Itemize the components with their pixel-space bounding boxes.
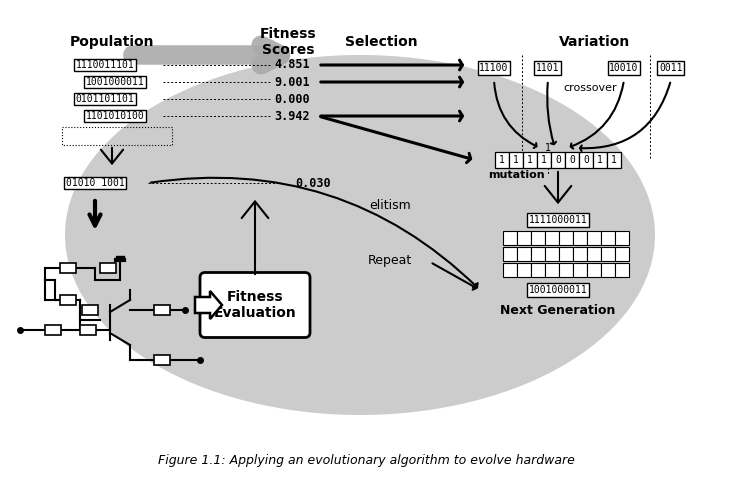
Bar — [531, 247, 545, 261]
Bar — [545, 263, 559, 277]
Ellipse shape — [65, 55, 655, 415]
Text: Selection: Selection — [345, 35, 417, 49]
Bar — [607, 152, 621, 168]
Text: 1111000011: 1111000011 — [529, 215, 587, 225]
Text: 1001000011: 1001000011 — [529, 285, 587, 295]
Text: 0101101101: 0101101101 — [75, 94, 135, 104]
Text: 0: 0 — [555, 155, 561, 165]
Bar — [573, 231, 587, 245]
Text: 11100: 11100 — [479, 63, 509, 73]
Bar — [587, 263, 601, 277]
Bar — [587, 247, 601, 261]
Bar — [615, 231, 629, 245]
Bar — [154, 305, 170, 315]
Text: Next Generation: Next Generation — [500, 303, 616, 317]
Text: Fitness
Scores: Fitness Scores — [260, 27, 316, 57]
Bar — [559, 263, 573, 277]
Bar — [601, 247, 615, 261]
Bar — [551, 152, 565, 168]
Bar — [601, 263, 615, 277]
Text: Repeat: Repeat — [368, 253, 412, 267]
Bar — [503, 231, 517, 245]
Bar — [100, 263, 116, 273]
Text: 01010 1001: 01010 1001 — [66, 178, 124, 188]
Text: 1: 1 — [545, 143, 551, 153]
Text: 0011: 0011 — [660, 63, 683, 73]
Bar — [615, 247, 629, 261]
Text: Figure 1.1: Applying an evolutionary algorithm to evolve hardware: Figure 1.1: Applying an evolutionary alg… — [157, 454, 575, 466]
Bar — [62, 127, 172, 145]
Bar — [537, 152, 551, 168]
Bar — [573, 263, 587, 277]
Text: Variation: Variation — [559, 35, 631, 49]
Bar — [573, 247, 587, 261]
FancyBboxPatch shape — [200, 272, 310, 338]
Text: 1101: 1101 — [537, 63, 560, 73]
Bar — [82, 305, 98, 315]
Text: 1001000011: 1001000011 — [86, 77, 144, 87]
Bar — [559, 231, 573, 245]
Bar — [565, 152, 579, 168]
Bar — [531, 263, 545, 277]
Text: 1: 1 — [499, 155, 505, 165]
Text: 0: 0 — [583, 155, 589, 165]
Text: Fitness
Evaluation: Fitness Evaluation — [214, 290, 296, 320]
Bar — [495, 152, 509, 168]
Bar — [615, 263, 629, 277]
Bar — [523, 152, 537, 168]
Text: elitism: elitism — [369, 198, 411, 212]
Text: 9.001: 9.001 — [274, 75, 310, 89]
Bar — [601, 231, 615, 245]
Bar — [80, 325, 96, 335]
Bar — [587, 231, 601, 245]
Text: 1: 1 — [527, 155, 533, 165]
Text: 1: 1 — [597, 155, 603, 165]
Text: 10010: 10010 — [609, 63, 639, 73]
Text: 1: 1 — [541, 155, 547, 165]
Text: 0.030: 0.030 — [295, 176, 331, 190]
Bar — [503, 247, 517, 261]
Bar — [60, 295, 76, 305]
Bar — [503, 263, 517, 277]
Text: crossover: crossover — [563, 83, 617, 93]
Text: Population: Population — [70, 35, 154, 49]
Bar — [60, 263, 76, 273]
Bar — [531, 231, 545, 245]
Text: 3.942: 3.942 — [274, 109, 310, 122]
Bar — [517, 231, 531, 245]
Bar — [517, 263, 531, 277]
Bar — [559, 247, 573, 261]
Text: 1110011101: 1110011101 — [75, 60, 135, 70]
Text: 0: 0 — [569, 155, 575, 165]
Bar — [545, 247, 559, 261]
Polygon shape — [195, 291, 222, 319]
Bar — [509, 152, 523, 168]
Bar — [154, 355, 170, 365]
Bar — [545, 231, 559, 245]
Bar — [517, 247, 531, 261]
Bar — [579, 152, 593, 168]
Text: 1101010100: 1101010100 — [86, 111, 144, 121]
Text: 1: 1 — [513, 155, 519, 165]
Text: 0.000: 0.000 — [274, 93, 310, 105]
Bar — [593, 152, 607, 168]
Text: mutation: mutation — [488, 170, 545, 180]
Text: 1: 1 — [611, 155, 617, 165]
Bar — [45, 325, 61, 335]
Text: 4.851: 4.851 — [274, 58, 310, 72]
